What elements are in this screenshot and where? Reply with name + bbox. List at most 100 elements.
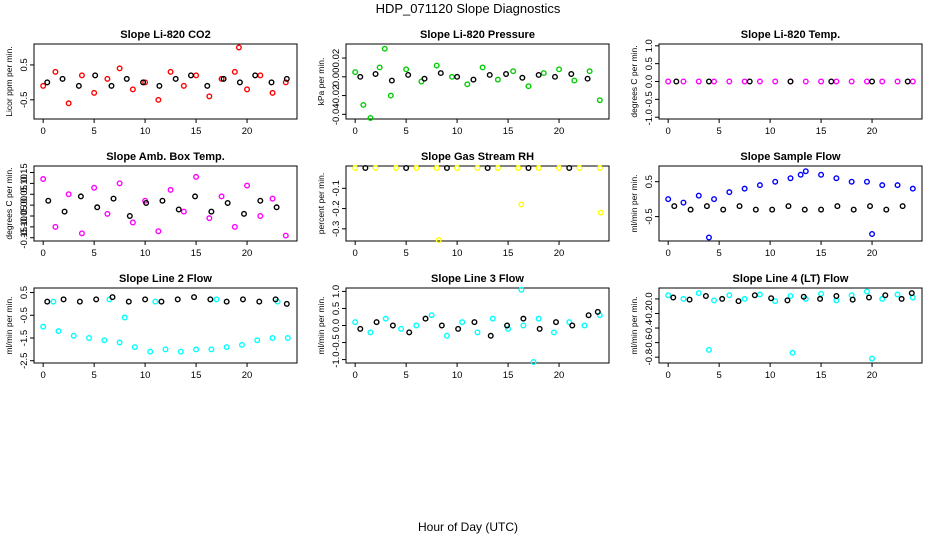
data-point: [156, 82, 163, 89]
data-point: [596, 165, 603, 172]
data-point: [711, 196, 718, 203]
y-tick-label: 1.0: [644, 39, 655, 52]
data-point: [142, 296, 149, 303]
data-point: [818, 290, 825, 297]
data-point: [818, 171, 825, 178]
series-2: [673, 78, 911, 85]
data-point: [785, 203, 792, 210]
data-point: [268, 79, 275, 86]
plot-frame: [658, 287, 923, 364]
data-point: [894, 182, 901, 189]
y-tick-label: -0.8: [644, 349, 655, 365]
data-point: [140, 79, 147, 86]
series-2: [357, 308, 601, 339]
data-point: [535, 315, 542, 322]
data-point: [55, 328, 62, 335]
data-point: [172, 75, 179, 82]
y-tick-label: -0.15: [19, 227, 30, 249]
data-point: [834, 203, 841, 210]
data-point: [869, 78, 876, 85]
data-point: [435, 236, 442, 243]
data-point: [879, 295, 886, 302]
series-2: [44, 72, 290, 89]
x-tick-label: 15: [816, 248, 827, 259]
data-point: [125, 298, 132, 305]
panel-7: Slope Line 2 Flow 0 5 10 15 20 -2.5 -1.5 -0.5 0.5…: [4, 273, 298, 381]
panel-title: Slope Gas Stream RH: [421, 151, 534, 163]
data-point: [726, 292, 733, 299]
data-point: [239, 296, 246, 303]
y-axis-label: ml/min per min.: [629, 174, 639, 232]
data-point: [40, 176, 47, 183]
data-point: [208, 346, 215, 353]
y-tick-label: 0.5: [644, 57, 655, 70]
data-point: [756, 182, 763, 189]
data-point: [752, 206, 759, 213]
data-point: [398, 325, 405, 332]
data-point: [671, 203, 678, 210]
series-1: [665, 168, 916, 241]
y-tick-label: -0.5: [644, 91, 655, 107]
data-point: [187, 72, 194, 79]
data-point: [269, 335, 276, 342]
data-point: [726, 78, 733, 85]
data-point: [389, 322, 396, 329]
series-2: [362, 165, 573, 172]
data-point: [421, 75, 428, 82]
x-tick-label: 0: [666, 248, 671, 259]
x-tick-label: 5: [716, 126, 721, 137]
y-tick-label: -0.05: [19, 205, 30, 227]
series-1: [665, 78, 916, 85]
data-point: [883, 206, 890, 213]
x-tick-label: 0: [353, 248, 358, 259]
y-tick-label: -0.5: [644, 208, 655, 224]
y-tick-label: 0.05: [19, 185, 30, 204]
data-point: [104, 75, 111, 82]
data-point: [388, 77, 395, 84]
series-2: [670, 290, 915, 305]
data-point: [705, 234, 712, 241]
data-point: [257, 72, 264, 79]
data-point: [904, 78, 911, 85]
y-tick-label: -0.10: [19, 216, 30, 238]
data-point: [769, 206, 776, 213]
data-point: [50, 298, 57, 305]
data-point: [569, 322, 576, 329]
data-point: [566, 165, 573, 172]
data-point: [909, 78, 916, 85]
y-tick-label: -0.4: [644, 320, 655, 336]
y-tick-label: -0.5: [19, 92, 30, 108]
y-tick-label: -0.2: [644, 305, 655, 321]
data-point: [382, 315, 389, 322]
y-axis-label: degrees C per min.: [629, 45, 639, 117]
y-tick-label: -2.5: [19, 353, 30, 369]
data-point: [894, 78, 901, 85]
data-point: [665, 292, 672, 299]
data-point: [65, 191, 72, 198]
data-point: [86, 335, 93, 342]
data-point: [818, 206, 825, 213]
data-point: [143, 199, 150, 206]
y-tick-label: 1.0: [331, 285, 342, 298]
data-point: [123, 75, 130, 82]
data-point: [238, 341, 245, 348]
data-point: [848, 178, 855, 185]
x-tick-label: 10: [140, 248, 151, 259]
data-point: [75, 82, 82, 89]
data-point: [520, 315, 527, 322]
series-2: [671, 203, 906, 213]
x-tick-label: 0: [353, 126, 358, 137]
data-point: [802, 78, 809, 85]
data-point: [504, 322, 511, 329]
data-point: [695, 78, 702, 85]
data-point: [487, 332, 494, 339]
data-point: [78, 230, 85, 237]
x-tick-label: 20: [242, 248, 253, 259]
panel-title: Slope Sample Flow: [740, 151, 841, 163]
data-point: [597, 209, 604, 216]
data-point: [494, 76, 501, 83]
data-point: [756, 78, 763, 85]
data-point: [863, 288, 870, 295]
series-1: [352, 165, 604, 243]
